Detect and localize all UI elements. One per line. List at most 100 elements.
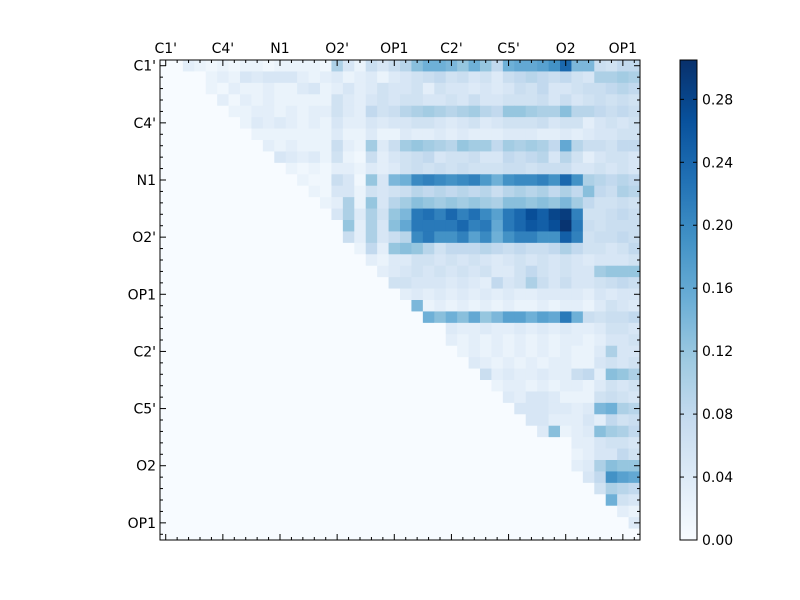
heatmap-cell — [548, 242, 561, 255]
heatmap-cell — [605, 197, 618, 209]
heatmap-cell — [262, 197, 275, 209]
heatmap-cell — [217, 208, 229, 221]
heatmap-cell — [502, 437, 515, 449]
heatmap-cell — [468, 242, 481, 255]
heatmap-cell — [468, 117, 481, 129]
heatmap-cell — [445, 494, 458, 507]
heatmap-cell — [548, 414, 561, 427]
heatmap-cell — [228, 151, 241, 164]
heatmap-cell — [594, 265, 607, 278]
heatmap-cell — [605, 71, 618, 84]
heatmap-cell — [480, 322, 492, 335]
heatmap-cell — [571, 231, 584, 244]
heatmap-cell — [525, 254, 538, 267]
heatmap-cell — [571, 117, 584, 129]
heatmap-cell — [240, 368, 252, 381]
heatmap-cell — [491, 494, 504, 507]
heatmap-cell — [308, 414, 321, 427]
heatmap-cell — [160, 482, 172, 495]
heatmap-cell — [594, 220, 607, 232]
heatmap-cell — [171, 254, 184, 267]
heatmap-cell — [422, 368, 435, 381]
y-tick-label: OP1 — [128, 516, 156, 532]
heatmap-cell — [571, 425, 584, 438]
heatmap-cell — [194, 345, 207, 358]
heatmap-cell — [377, 254, 389, 267]
heatmap-cell — [365, 482, 378, 495]
heatmap-cell — [617, 368, 629, 381]
heatmap-cell — [228, 231, 241, 244]
heatmap-cell — [594, 60, 607, 72]
heatmap-cell — [537, 448, 549, 461]
heatmap-cell — [228, 528, 241, 541]
heatmap-cell — [457, 391, 469, 404]
heatmap-cell — [160, 368, 172, 381]
heatmap-cell — [548, 231, 561, 244]
heatmap-cell — [514, 494, 527, 507]
heatmap-cell — [525, 334, 538, 347]
heatmap-cell — [160, 105, 172, 118]
heatmap-cell — [617, 277, 629, 289]
heatmap-cell — [171, 414, 184, 427]
heatmap-cell — [525, 494, 538, 507]
heatmap-cell — [320, 368, 332, 381]
heatmap-cell — [468, 334, 481, 347]
heatmap-cell — [548, 140, 561, 152]
heatmap-cell — [480, 94, 492, 107]
heatmap-cell — [297, 162, 309, 175]
heatmap-cell — [240, 105, 252, 118]
heatmap-cell — [262, 231, 275, 244]
heatmap-cell — [262, 425, 275, 438]
heatmap-cell — [217, 460, 229, 472]
heatmap-cell — [354, 208, 367, 221]
heatmap-cell — [571, 368, 584, 381]
heatmap-cell — [251, 322, 264, 335]
heatmap-cell — [571, 414, 584, 427]
heatmap-cell — [560, 151, 572, 164]
heatmap-cell — [240, 174, 252, 187]
heatmap-cell — [262, 528, 275, 541]
y-tick-label: OP1 — [128, 287, 156, 303]
heatmap-cell — [240, 254, 252, 267]
heatmap-cell — [571, 345, 584, 358]
heatmap-cell — [274, 254, 287, 267]
heatmap-cell — [502, 425, 515, 438]
heatmap-cell — [400, 265, 412, 278]
colorbar-ticks: 0.000.040.080.120.160.200.240.28 — [680, 92, 733, 549]
x-tick-label: OP1 — [380, 41, 408, 57]
heatmap-cell — [377, 528, 389, 541]
heatmap-cell — [365, 380, 378, 392]
heatmap-cell — [525, 265, 538, 278]
heatmap-cell — [525, 128, 538, 141]
heatmap-cell — [182, 425, 195, 438]
heatmap-cell — [537, 391, 549, 404]
heatmap-cell — [217, 140, 229, 152]
heatmap-cell — [205, 345, 218, 358]
heatmap-cell — [617, 82, 629, 95]
heatmap-cell — [354, 185, 367, 198]
heatmap-cell — [217, 357, 229, 369]
heatmap-cell — [182, 82, 195, 95]
heatmap-cell — [182, 265, 195, 278]
heatmap-cell — [411, 322, 424, 335]
heatmap-cell — [205, 231, 218, 244]
heatmap-cell — [617, 288, 629, 301]
heatmap-cell — [320, 425, 332, 438]
heatmap-cell — [502, 345, 515, 358]
heatmap-cell — [251, 82, 264, 95]
heatmap-cell — [297, 71, 309, 84]
heatmap-cell — [582, 311, 595, 324]
heatmap-cell — [251, 300, 264, 312]
heatmap-cell — [434, 140, 447, 152]
heatmap-cell — [194, 265, 207, 278]
x-tick-label: O2' — [325, 41, 349, 57]
heatmap-cell — [297, 425, 309, 438]
heatmap-cell — [480, 105, 492, 118]
heatmap-cell — [308, 174, 321, 187]
heatmap-cell — [514, 322, 527, 335]
heatmap-cell — [468, 460, 481, 472]
heatmap-cell — [480, 482, 492, 495]
heatmap-cell — [560, 94, 572, 107]
heatmap-cell — [160, 277, 172, 289]
